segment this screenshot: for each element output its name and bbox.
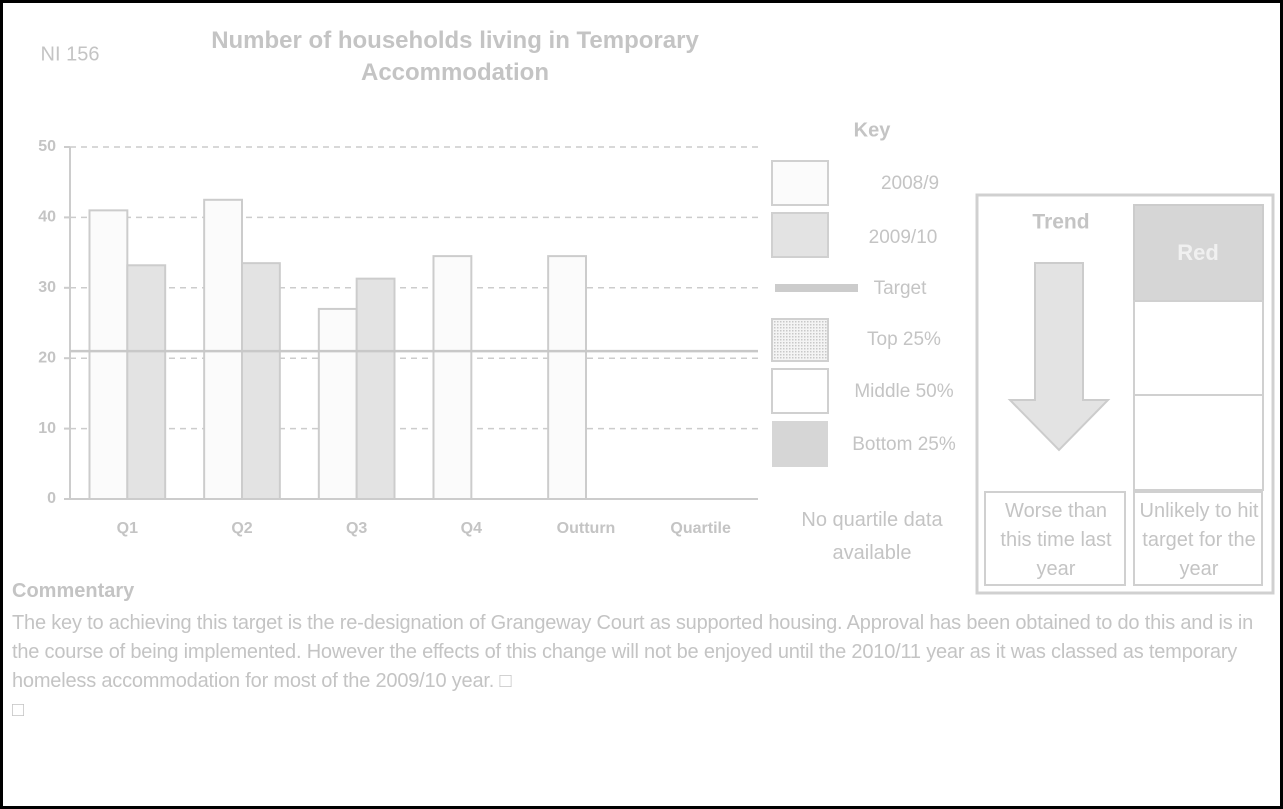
indicator: NI 156 — [41, 43, 100, 65]
legend-label: Bottom 25% — [852, 434, 956, 455]
y-tick-label: 50 — [38, 138, 56, 155]
status: Red — [1177, 240, 1219, 265]
x-tick-label: Q4 — [461, 520, 482, 537]
commentary: The key to achieving this target is the … — [12, 609, 1262, 725]
legend-label: Top 25% — [867, 329, 941, 350]
trend-box — [975, 193, 1275, 595]
y-tick-label: 20 — [38, 349, 56, 366]
y-tick-label: 40 — [38, 209, 56, 226]
x-tick-label: Quartile — [670, 520, 731, 537]
y-tick-label: 10 — [38, 420, 56, 437]
legend-label: Middle 50% — [854, 381, 953, 402]
status-cell — [1133, 394, 1264, 491]
bar — [432, 255, 473, 500]
y-tick-label: 0 — [47, 490, 56, 507]
legend-swatch — [772, 421, 828, 467]
trend-description: Worse than this time last year — [1000, 500, 1112, 580]
bar — [126, 264, 167, 500]
legend-swatch — [771, 318, 829, 362]
x-tick-label: Outturn — [557, 520, 616, 537]
status-description-box — [1133, 491, 1263, 586]
key-note: No quartile data available — [801, 509, 943, 564]
x-tick-label: Q3 — [346, 520, 367, 537]
trend-title: Trend — [1032, 211, 1089, 234]
legend-swatch — [771, 160, 829, 206]
x-tick-label: Q1 — [117, 520, 138, 537]
bar — [88, 209, 129, 501]
status-cell — [1133, 300, 1264, 396]
y-tick-label: 30 — [38, 279, 56, 296]
bar — [547, 255, 587, 500]
commentary-paragraph: The key to achieving this target is the … — [12, 612, 1254, 692]
legend-label: 2009/10 — [869, 227, 938, 248]
legend-swatch — [771, 368, 829, 414]
key-title: Key — [854, 119, 892, 141]
commentary-paragraph: □ — [12, 699, 24, 721]
trend-description-box — [984, 491, 1126, 586]
bar — [203, 198, 244, 501]
status-description: Unlikely to hit target for the year — [1139, 500, 1259, 580]
legend-label: Target — [874, 278, 928, 299]
chart-title: Number of households living in Temporary… — [211, 27, 699, 86]
bar — [241, 262, 281, 500]
bar — [355, 277, 396, 501]
bar — [317, 307, 358, 501]
legend-label: 2008/9 — [881, 173, 939, 194]
trend-arrow — [1007, 262, 1111, 452]
legend-swatch — [771, 212, 829, 258]
x-tick-label: Q2 — [231, 520, 252, 537]
commentary-title: Commentary — [12, 580, 135, 602]
